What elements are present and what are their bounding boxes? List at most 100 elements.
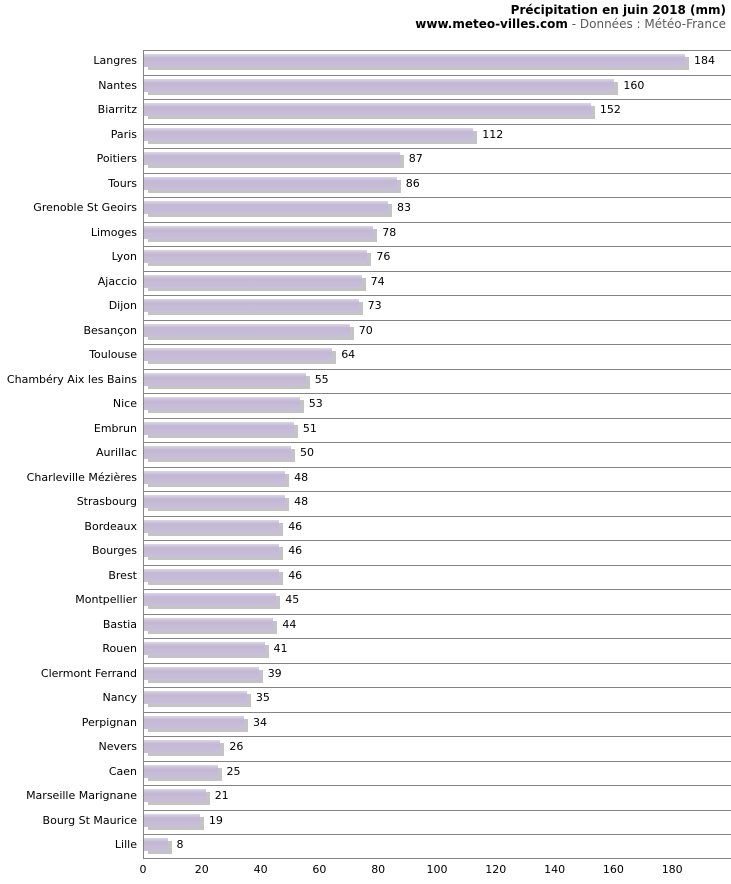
bar-cell: 112 xyxy=(143,123,731,148)
bar-cell: 50 xyxy=(143,442,731,467)
bar xyxy=(144,421,294,435)
bar xyxy=(144,372,306,386)
bar-cell: 70 xyxy=(143,319,731,344)
bar-cell: 73 xyxy=(143,295,731,320)
category-label: Caen xyxy=(108,764,137,778)
bar xyxy=(144,274,362,288)
bar xyxy=(144,348,333,361)
value-label: 21 xyxy=(214,789,229,802)
bar xyxy=(144,691,247,704)
bar xyxy=(144,544,280,557)
bar xyxy=(144,103,591,116)
category-label: Nevers xyxy=(98,740,137,753)
value-label: 78 xyxy=(382,225,397,239)
chart-row: Toulouse 64 xyxy=(0,344,731,369)
bar xyxy=(144,519,280,533)
chart-row: Clermont Ferrand 39 xyxy=(0,662,731,687)
category-label: Nantes xyxy=(98,78,137,92)
category-label: Paris xyxy=(110,127,137,141)
x-tick-label: 80 xyxy=(371,863,386,876)
bar-cell: 39 xyxy=(143,662,731,687)
value-label: 70 xyxy=(358,323,373,337)
category-label: Chambéry Aix les Bains xyxy=(6,372,137,386)
category-label: Perpignan xyxy=(81,715,137,729)
bar-cell: 46 xyxy=(143,515,731,540)
bar xyxy=(144,568,280,582)
chart-row: Nantes 160 xyxy=(0,74,731,99)
bar-cell: 64 xyxy=(143,344,731,369)
value-label: 55 xyxy=(314,372,329,386)
chart-row: Perpignan 34 xyxy=(0,711,731,736)
value-label: 8 xyxy=(176,838,184,851)
bar-cell: 86 xyxy=(143,172,731,197)
bar-cell: 25 xyxy=(143,760,731,785)
bar-cell: 26 xyxy=(143,736,731,761)
data-source: Données : Météo-France xyxy=(579,17,726,31)
value-label: 44 xyxy=(282,617,297,631)
value-label: 51 xyxy=(302,421,317,435)
category-label: Nice xyxy=(112,397,137,410)
category-label: Langres xyxy=(93,54,137,67)
bar xyxy=(144,617,274,631)
value-label: 34 xyxy=(253,715,267,729)
value-label: 46 xyxy=(288,568,303,582)
bar xyxy=(144,250,368,263)
chart-row: Lille 8 xyxy=(0,834,731,859)
bar-cell: 55 xyxy=(143,368,731,393)
bar xyxy=(144,201,388,214)
bar-cell: 83 xyxy=(143,197,731,222)
bar xyxy=(144,78,615,92)
bar-cell: 8 xyxy=(143,834,731,859)
value-label: 45 xyxy=(285,593,300,606)
category-label: Poitiers xyxy=(96,152,137,165)
bar-cell: 34 xyxy=(143,711,731,736)
chart-row: Montpellier 45 xyxy=(0,589,731,614)
value-label: 48 xyxy=(294,470,309,484)
bar xyxy=(144,470,286,484)
chart-row: Nevers 26 xyxy=(0,736,731,761)
category-label: Tours xyxy=(108,176,137,190)
bar xyxy=(144,446,291,459)
chart-subtitle: www.meteo-villes.com - Données : Météo-F… xyxy=(415,17,726,31)
value-label: 25 xyxy=(226,764,241,778)
category-label: Limoges xyxy=(90,225,137,239)
bar-cell: 35 xyxy=(143,687,731,712)
chart-row: Besançon 70 xyxy=(0,319,731,344)
category-label: Bastia xyxy=(102,617,137,631)
category-label: Brest xyxy=(108,568,137,582)
bar-cell: 19 xyxy=(143,809,731,834)
category-label: Nancy xyxy=(102,691,138,704)
value-label: 76 xyxy=(376,250,391,263)
bar xyxy=(144,764,218,778)
bar xyxy=(144,323,350,337)
x-tick-label: 40 xyxy=(253,863,268,876)
value-label: 86 xyxy=(405,176,420,190)
bar xyxy=(144,789,206,802)
category-label: Embrun xyxy=(93,421,137,435)
chart-row: Aurillac 50 xyxy=(0,442,731,467)
x-tick-label: 100 xyxy=(426,863,448,876)
category-label: Bourges xyxy=(91,544,137,557)
bar-cell: 48 xyxy=(143,466,731,491)
bar-cell: 41 xyxy=(143,638,731,663)
bar-cell: 87 xyxy=(143,148,731,173)
chart-row: Bordeaux 46 xyxy=(0,515,731,540)
bar xyxy=(144,127,474,141)
chart-row: Marseille Marignane 21 xyxy=(0,785,731,810)
chart-row: Grenoble St Geoirs 83 xyxy=(0,197,731,222)
value-label: 39 xyxy=(267,666,282,680)
chart-row: Embrun 51 xyxy=(0,417,731,442)
chart-row: Bastia 44 xyxy=(0,613,731,638)
bar xyxy=(144,813,200,827)
subtitle-separator: - xyxy=(567,17,580,31)
bar-cell: 53 xyxy=(143,393,731,418)
value-label: 50 xyxy=(300,446,314,459)
chart-row: Brest 46 xyxy=(0,564,731,589)
category-label: Besançon xyxy=(83,323,137,337)
chart-row: Lyon 76 xyxy=(0,246,731,271)
value-label: 74 xyxy=(370,274,385,288)
chart-row: Limoges 78 xyxy=(0,221,731,246)
chart-row: Tours 86 xyxy=(0,172,731,197)
value-label: 48 xyxy=(294,495,309,508)
